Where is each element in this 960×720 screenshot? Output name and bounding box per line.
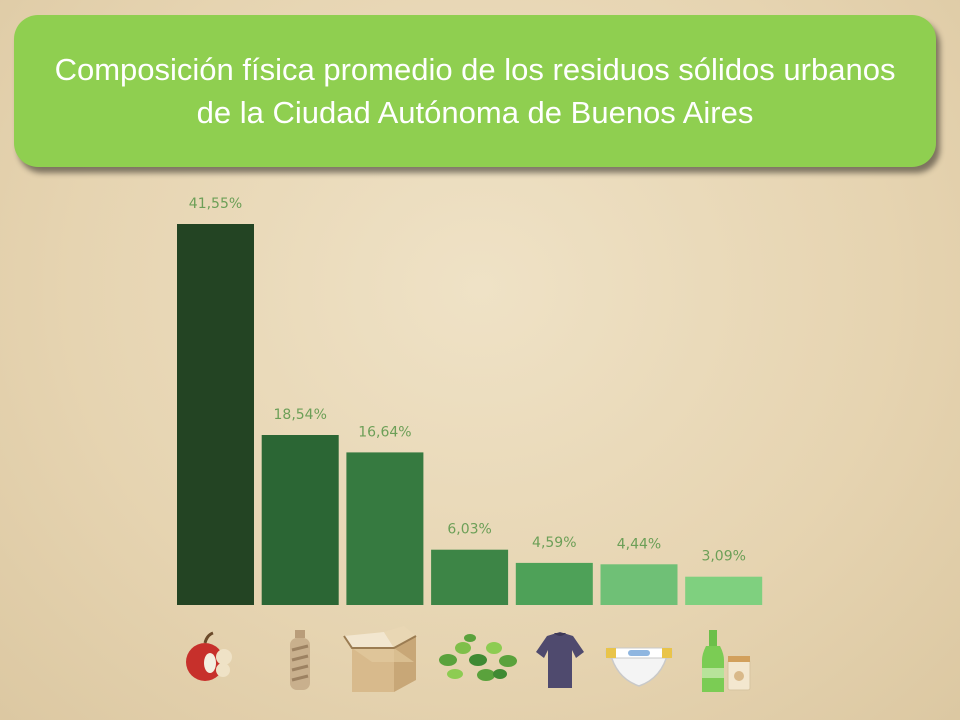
diaper-icon	[605, 647, 673, 687]
bar-value-label-3: 16,64%	[358, 424, 411, 440]
bar-7	[685, 576, 763, 605]
bar-value-label-7: 3,09%	[701, 549, 745, 565]
bar-3	[346, 452, 424, 605]
title-banner: Composición física promedio de los resid…	[14, 15, 936, 167]
bar-value-label-5: 4,59%	[532, 535, 576, 551]
bar-value-label-1: 41,55%	[189, 196, 242, 212]
cardboard-box-icon	[343, 626, 417, 692]
chart-title: Composición física promedio de los resid…	[54, 52, 896, 130]
bar-value-label-2: 18,54%	[274, 407, 327, 423]
bar-1	[177, 224, 254, 605]
food-waste-icon	[186, 631, 232, 681]
bar-4	[431, 549, 509, 605]
textile-shirt-icon	[536, 632, 584, 688]
bar-2	[261, 435, 339, 605]
bar-5	[515, 562, 593, 605]
glass-bottle-icon	[702, 630, 751, 692]
plastic-bottle-icon	[290, 630, 310, 690]
garden-waste-icon	[439, 634, 517, 681]
bar-value-label-6: 4,44%	[617, 536, 661, 552]
bar-value-label-4: 6,03%	[447, 522, 491, 538]
bar-6	[600, 564, 678, 605]
